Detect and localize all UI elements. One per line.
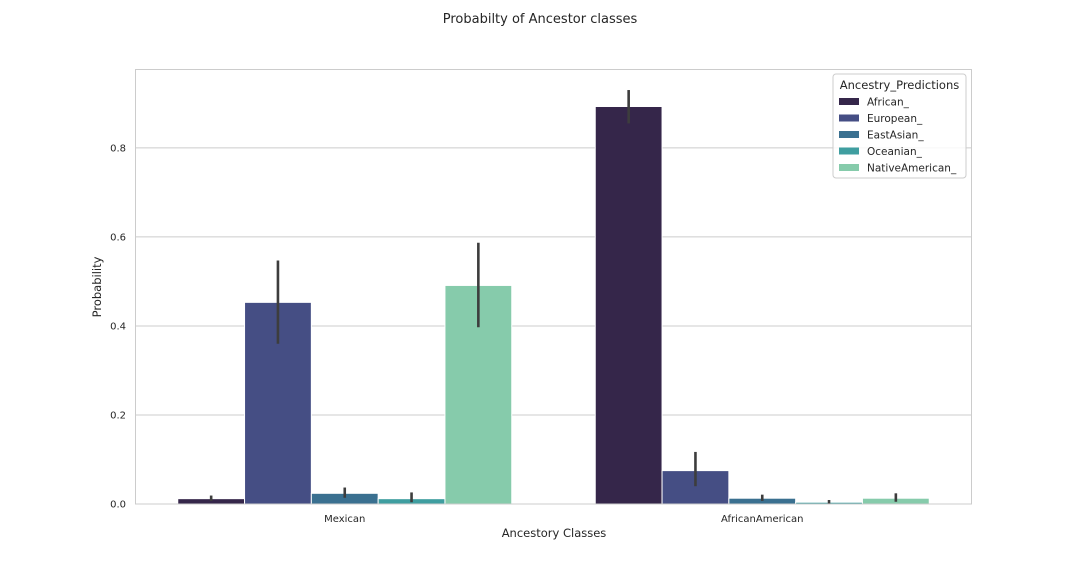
legend-label: EastAsian_ bbox=[867, 130, 924, 142]
legend-label: Oceanian_ bbox=[867, 146, 923, 158]
legend-swatch bbox=[839, 115, 859, 122]
y-tick-label: 0.6 bbox=[110, 232, 126, 243]
y-tick-label: 0.4 bbox=[110, 321, 126, 332]
y-tick-label: 0.8 bbox=[110, 143, 126, 154]
legend-swatch bbox=[839, 148, 859, 155]
y-axis-label: Probability bbox=[90, 256, 104, 317]
x-tick-label: AfricanAmerican bbox=[721, 514, 803, 525]
x-tick-label: Mexican bbox=[324, 514, 365, 525]
legend-title: Ancestry_Predictions bbox=[840, 78, 959, 92]
x-axis-label: Ancestory Classes bbox=[502, 526, 607, 540]
bar-AfricanAmerican-African bbox=[595, 107, 662, 504]
legend-swatch bbox=[839, 98, 859, 105]
legend: Ancestry_Predictions African_ European_ Eas… bbox=[833, 74, 966, 178]
y-tick-label: 0.2 bbox=[110, 410, 126, 421]
legend-label: NativeAmerican_ bbox=[867, 163, 957, 175]
legend-label: African_ bbox=[867, 97, 910, 109]
chart-title: Probabilty of Ancestor classes bbox=[443, 12, 638, 27]
legend-label: European_ bbox=[867, 113, 923, 125]
y-tick-label: 0.0 bbox=[110, 500, 126, 511]
legend-swatch bbox=[839, 131, 859, 138]
legend-swatch bbox=[839, 164, 859, 171]
